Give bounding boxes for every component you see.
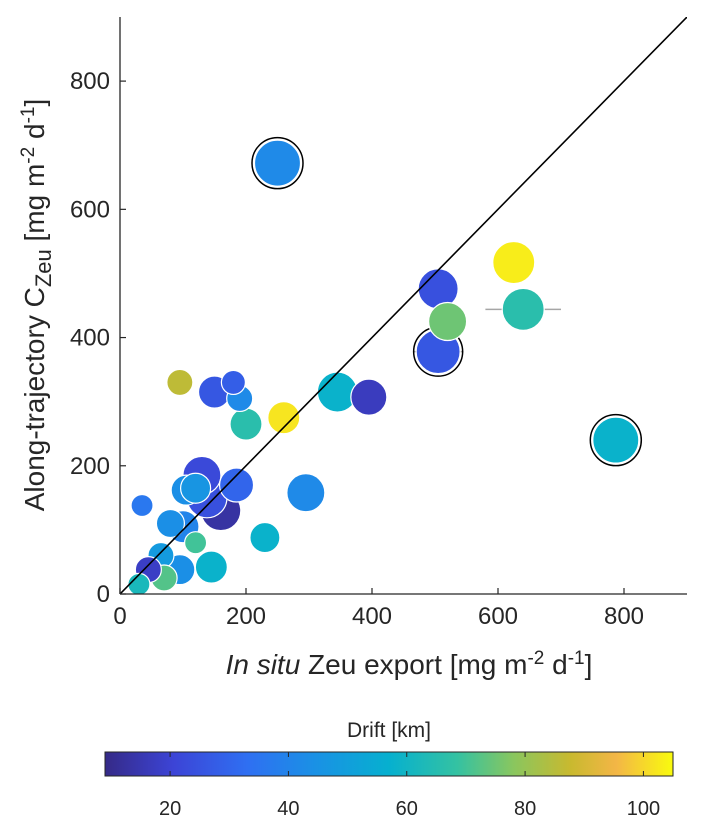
- data-point: [184, 531, 208, 555]
- colorbar-tick-label: 60: [396, 798, 418, 820]
- data-point: [130, 493, 154, 518]
- data-point: [194, 550, 228, 584]
- data-point: [267, 401, 301, 435]
- data-point: [155, 508, 185, 539]
- colorbar: Drift [km] 20 40 60 80 100: [104, 719, 674, 820]
- colorbar-bar: [104, 751, 674, 777]
- data-point: [428, 301, 468, 342]
- data-point: [166, 368, 194, 397]
- colorbar-ticks: 20 40 60 80 100: [159, 752, 660, 820]
- y-tick-label: 200: [70, 453, 110, 480]
- data-point: [229, 407, 263, 441]
- data-point: [180, 472, 212, 504]
- data-point: [592, 416, 640, 464]
- outlined-marker-ring: [251, 136, 304, 190]
- y-tick-label: 400: [70, 325, 110, 352]
- axes: 0 200 400 600 800 0 200 400 600 800: [70, 17, 687, 630]
- data-point: [218, 467, 255, 503]
- x-axis-label: In situ Zeu export [mg m-2 d-1]: [226, 648, 593, 680]
- y-axis-label: Along-trajectory CZeu [mg m-2 d-1]: [18, 99, 56, 512]
- one-to-one-line: [120, 17, 687, 594]
- outlined-marker-ring: [589, 413, 643, 467]
- x-tick-label: 0: [113, 603, 126, 630]
- x-tick-label: 400: [352, 603, 392, 630]
- data-point: [220, 369, 246, 396]
- y-tick-label: 0: [97, 581, 110, 608]
- colorbar-tick-label: 100: [627, 798, 660, 820]
- colorbar-tick-label: 20: [159, 798, 181, 820]
- y-tick-label: 600: [70, 196, 110, 223]
- data-point: [350, 378, 388, 416]
- colorbar-tick-label: 80: [514, 798, 536, 820]
- data-point: [127, 572, 151, 594]
- data-point: [286, 473, 326, 513]
- data-point: [249, 521, 281, 554]
- data-point: [492, 240, 536, 285]
- data-point: [501, 287, 545, 331]
- colorbar-tick-label: 40: [277, 798, 299, 820]
- y-tick-label: 800: [70, 68, 110, 95]
- data-point: [253, 139, 302, 187]
- x-tick-label: 600: [478, 603, 518, 630]
- colorbar-label: Drift [km]: [347, 719, 431, 742]
- plot-area: [120, 17, 687, 594]
- x-tick-label: 200: [226, 603, 266, 630]
- x-tick-label: 800: [604, 603, 644, 630]
